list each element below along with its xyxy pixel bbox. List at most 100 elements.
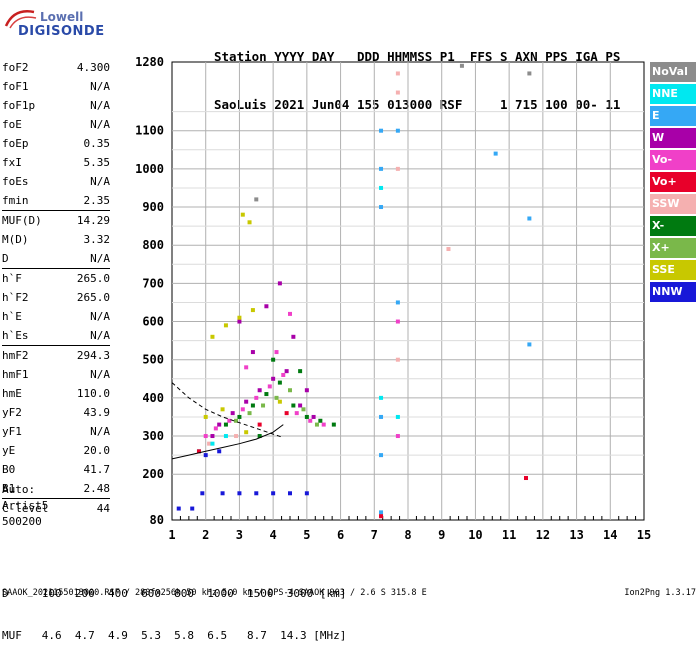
y-tick-label: 900: [142, 200, 164, 214]
param-value: 3.32: [83, 233, 111, 246]
data-point-vo: [257, 422, 262, 427]
data-point-e: [379, 128, 384, 133]
x-tick-label: 8: [404, 528, 411, 542]
param-key: B1: [2, 482, 16, 495]
distance-row: D 100 200 400 600 800 1000 1500 3000 [km…: [2, 587, 347, 600]
data-point-vo: [395, 319, 400, 324]
param-row: foF2 4.300: [2, 58, 110, 77]
data-point-nnw: [190, 506, 195, 511]
data-point-x: [261, 403, 266, 408]
param-value: 5.35: [83, 156, 111, 169]
data-point-x: [298, 369, 303, 374]
param-row: foF1 N/A: [2, 77, 110, 96]
param-row: h`F2 265.0: [2, 288, 110, 307]
legend-item-nnw: NNW: [650, 282, 696, 302]
data-point-vo: [227, 418, 232, 423]
data-point-nnw: [176, 506, 181, 511]
param-row: foF1p N/A: [2, 96, 110, 115]
header-labels: Station YYYY DAY DDD HHMMSS P1 FFS S AXN…: [214, 49, 621, 64]
x-tick-label: 2: [202, 528, 209, 542]
data-point-vo: [321, 422, 326, 427]
legend-item-noval: NoVal: [650, 62, 696, 82]
legend-item-x: X-: [650, 216, 696, 236]
data-point-e: [379, 414, 384, 419]
data-point-vo: [203, 434, 208, 439]
logo-swoosh-icon: [4, 10, 37, 29]
param-row: B1 2.48: [2, 479, 110, 498]
x-tick-label: 12: [536, 528, 550, 542]
param-key: h`Es: [2, 329, 29, 342]
param-key: foF1: [2, 80, 29, 93]
data-point-x: [288, 388, 292, 393]
data-point-vo: [395, 434, 400, 439]
param-value: 294.3: [76, 349, 110, 362]
y-tick-label: 80: [150, 513, 164, 527]
lowell-digisonde-logo: Lowell DIGISONDE: [4, 6, 114, 46]
data-point-x: [271, 357, 276, 362]
data-point-e: [379, 205, 384, 210]
data-point-e: [395, 300, 400, 305]
param-value: N/A: [90, 80, 110, 93]
x-tick-label: 3: [236, 528, 243, 542]
x-tick-label: 7: [371, 528, 378, 542]
param-value: 43.9: [83, 406, 111, 419]
x-tick-label: 14: [603, 528, 617, 542]
param-key: yF2: [2, 406, 22, 419]
param-row: foEp 0.35: [2, 134, 110, 153]
data-point-x: [277, 380, 282, 385]
y-tick-label: 1280: [135, 55, 164, 69]
param-value: N/A: [90, 368, 110, 381]
legend-item-vo: Vo-: [650, 150, 696, 170]
data-point-sse: [240, 212, 245, 217]
legend-item-nne: NNE: [650, 84, 696, 104]
param-key: foF1p: [2, 99, 36, 112]
data-point-nnw: [220, 491, 225, 496]
auto-version: 500200: [2, 515, 42, 528]
data-point-sse: [220, 407, 225, 412]
data-point-e: [527, 216, 532, 221]
data-point-w: [284, 369, 289, 374]
param-value: 2.48: [83, 482, 111, 495]
data-point-ssw: [395, 357, 400, 362]
data-point-x: [223, 422, 228, 427]
param-row: hmF1 N/A: [2, 365, 110, 384]
y-tick-label: 1000: [135, 162, 164, 176]
param-value: 265.0: [76, 291, 110, 304]
data-point-e: [395, 128, 400, 133]
data-point-w: [230, 411, 235, 416]
param-row: foE N/A: [2, 115, 110, 134]
y-tick-label: 500: [142, 353, 164, 367]
data-point-vo: [288, 311, 292, 316]
param-key: hmF2: [2, 349, 29, 362]
param-value: 110.0: [76, 387, 110, 400]
param-row: foEs N/A: [2, 172, 110, 191]
param-key: foE: [2, 118, 22, 131]
x-tick-label: 10: [468, 528, 482, 542]
x-tick-label: 11: [502, 528, 516, 542]
data-point-w: [257, 388, 262, 393]
data-point-e: [527, 342, 532, 347]
data-point-e: [493, 151, 498, 156]
legend-item-w: W: [650, 128, 696, 148]
data-point-x: [247, 411, 252, 416]
data-point-nnw: [304, 491, 309, 496]
data-point-w: [304, 388, 309, 393]
data-point-vo: [308, 418, 313, 423]
data-point-e: [379, 510, 384, 515]
profile-trace: [171, 382, 284, 439]
param-row: fxI 5.35: [2, 153, 110, 172]
param-key: M(D): [2, 233, 29, 246]
param-value: N/A: [90, 329, 110, 342]
data-point-w: [250, 350, 255, 355]
data-point-vo: [524, 476, 528, 481]
auto-label: Auto:: [2, 483, 36, 496]
file-info-footer: SAAOK_2021155013000.RSF / 280fx256h 50 k…: [2, 588, 427, 598]
legend-item-x: X+: [650, 238, 696, 258]
data-point-nnw: [288, 491, 292, 496]
data-point-x: [274, 395, 279, 400]
legend-item-sse: SSE: [650, 260, 696, 280]
param-value: 44: [96, 502, 110, 515]
x-tick-label: 15: [637, 528, 651, 542]
param-separator: [2, 268, 110, 269]
data-point-ssw: [234, 434, 239, 439]
